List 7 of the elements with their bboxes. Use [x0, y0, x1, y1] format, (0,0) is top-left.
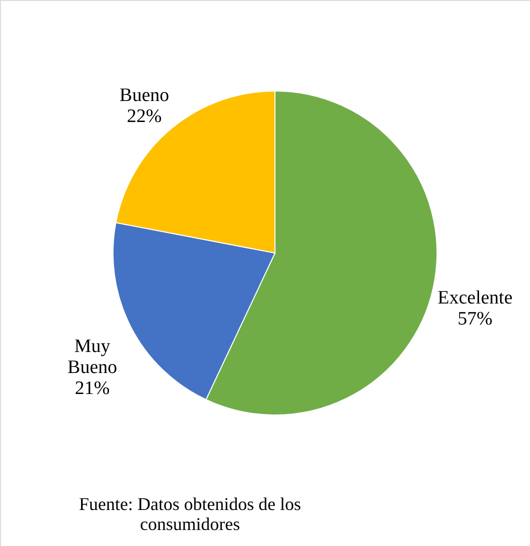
- slice-label: Bueno: [120, 85, 170, 106]
- data-label: 22%: [126, 106, 162, 128]
- source-note: Fuente: Datos obtenidos de los consumidores: [79, 494, 301, 534]
- data-label: 21%: [74, 378, 110, 400]
- slice-label: Excelente: [438, 288, 513, 309]
- data-label: 57%: [458, 308, 493, 330]
- slice-label: Muy Bueno: [68, 336, 118, 378]
